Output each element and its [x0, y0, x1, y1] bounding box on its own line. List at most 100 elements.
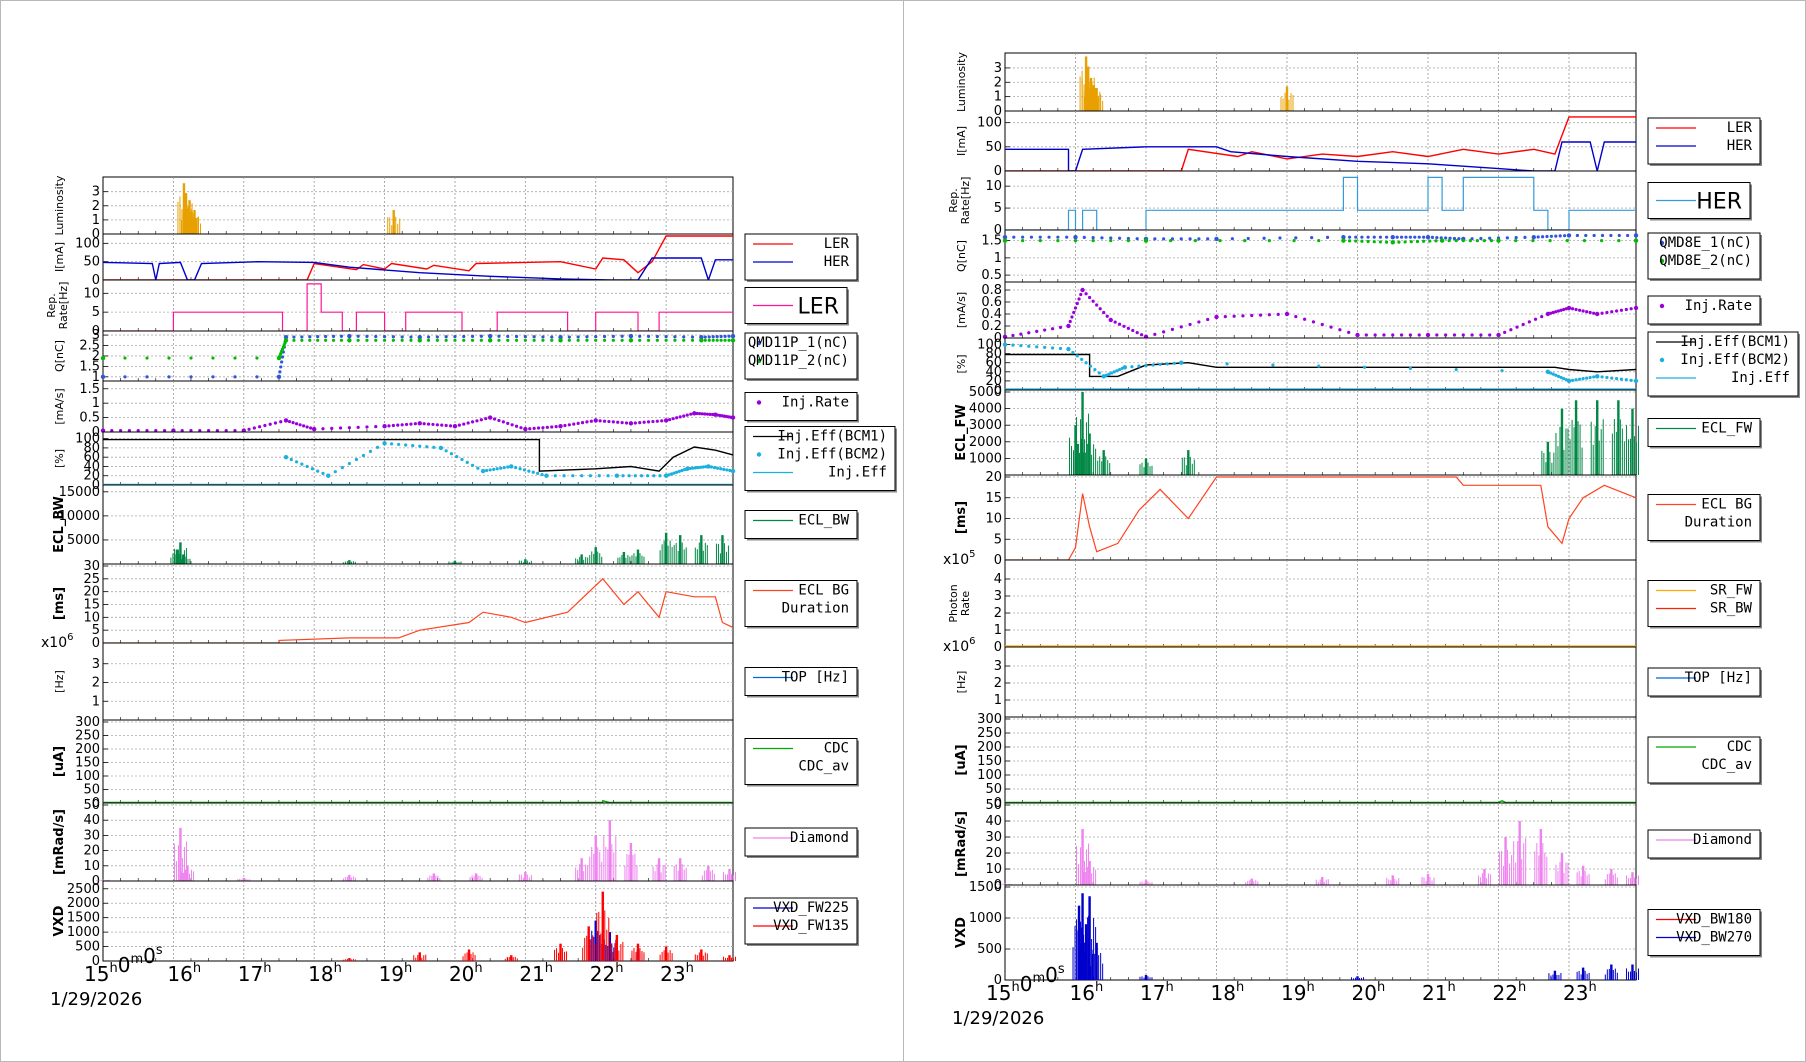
series-point	[1066, 346, 1071, 352]
x-tick-label: 22h	[590, 961, 624, 986]
series-point	[211, 356, 215, 360]
y-tick-label: 15000	[59, 485, 100, 500]
y-tick-label: 0.2	[981, 319, 1002, 334]
legend-box	[1647, 736, 1761, 784]
series-point	[198, 428, 202, 433]
series-point	[273, 421, 278, 425]
series-point	[283, 454, 289, 460]
x-tick-unit: h	[1306, 980, 1314, 995]
y-tick-label: 5000	[969, 385, 1002, 400]
x-first-label: 15h0m0s	[986, 962, 1065, 1005]
x-tick-label: 20h	[449, 961, 483, 986]
y-tick-label: 1.5	[981, 234, 1002, 249]
series-point	[382, 424, 387, 429]
legend-label: Diamond	[790, 830, 849, 846]
series-point	[1489, 239, 1494, 243]
legend: Inj.Rate	[744, 392, 859, 423]
y-tick-label: 2	[994, 676, 1002, 691]
series-point	[1317, 239, 1321, 243]
legend-box	[1647, 418, 1761, 447]
series-point	[699, 338, 704, 343]
series-point	[1439, 238, 1445, 243]
y-tick-label: 40	[985, 814, 1002, 829]
x-tick-unit: h	[1377, 980, 1385, 995]
y-tick-label: 10	[985, 512, 1002, 527]
y-tick-label: 50	[83, 783, 100, 798]
legend-box	[1647, 494, 1761, 541]
series-point	[553, 474, 557, 478]
y-tick-label: 2	[994, 606, 1002, 621]
legend-label: CDC_av	[798, 759, 849, 775]
series-point	[523, 335, 527, 339]
series-point	[1109, 236, 1113, 240]
series-point	[639, 474, 644, 478]
series-point	[540, 472, 544, 477]
series-point	[1214, 236, 1219, 242]
legend-box	[744, 580, 858, 627]
legend-label: LER	[824, 236, 850, 252]
y-tick-label: 300	[977, 712, 1002, 727]
right-panel-charge: 0.5 1 1.5 Q[nC] QMD8E_1(nC) QMD8E_2(nC)	[955, 229, 1762, 283]
series-point	[1488, 333, 1492, 337]
series-point	[1065, 235, 1069, 239]
series-point	[321, 427, 325, 431]
series-point	[523, 426, 528, 432]
plot-frame	[102, 880, 734, 962]
series-point	[621, 474, 625, 478]
legend-label: CDC_av	[1701, 757, 1752, 773]
series-point	[1452, 333, 1457, 337]
series-point	[145, 356, 149, 360]
y-multiplier-exp: 6	[969, 636, 975, 647]
series-point	[324, 334, 328, 339]
legend-label: TOP [Hz]	[1685, 670, 1752, 686]
x-tick-unit: h	[1588, 980, 1596, 995]
series-point	[727, 338, 731, 342]
series-point	[509, 464, 514, 469]
y-tick-label: 0	[92, 478, 100, 493]
series-point	[1011, 343, 1015, 347]
y-tick-label: 1500	[67, 911, 100, 926]
series-point	[1347, 330, 1351, 334]
series-point	[1050, 327, 1055, 331]
series-point	[189, 428, 193, 433]
series-point	[1588, 375, 1592, 380]
series-point	[466, 421, 470, 425]
series-point	[628, 338, 634, 343]
series-point	[123, 356, 127, 360]
date-label: 1/29/2026	[952, 1008, 1044, 1029]
series-point	[1417, 333, 1421, 337]
legend-box	[744, 667, 858, 696]
series-point	[1540, 315, 1544, 319]
y-tick-label: 150	[75, 756, 100, 771]
series-point	[356, 338, 360, 342]
series-point	[488, 468, 492, 472]
x-first-unit: h	[1011, 980, 1019, 995]
y-tick-label: 30	[985, 830, 1002, 845]
series-point	[1068, 319, 1072, 324]
series-point	[1556, 309, 1561, 313]
y-axis-label: Luminosity	[955, 52, 968, 112]
y-axis-label: Photon	[947, 584, 960, 622]
series-point	[100, 374, 106, 380]
series-point	[1425, 332, 1431, 338]
series-point	[1310, 236, 1314, 240]
series-point	[382, 335, 387, 339]
series-point	[711, 338, 715, 342]
series-point	[730, 468, 736, 474]
y-tick-label: 20	[985, 374, 1002, 389]
series-point	[1515, 325, 1519, 329]
series-point	[499, 466, 503, 470]
series-point	[1384, 240, 1389, 244]
series-point	[1102, 310, 1106, 315]
y-tick-label: 1	[92, 396, 100, 411]
series-point	[550, 335, 554, 339]
series-point	[1496, 238, 1501, 243]
series-point	[1170, 327, 1175, 331]
series-point	[180, 428, 184, 433]
series-point	[1271, 363, 1275, 367]
series-point	[294, 422, 299, 426]
series-point	[1633, 233, 1639, 238]
series-point	[1582, 239, 1587, 243]
